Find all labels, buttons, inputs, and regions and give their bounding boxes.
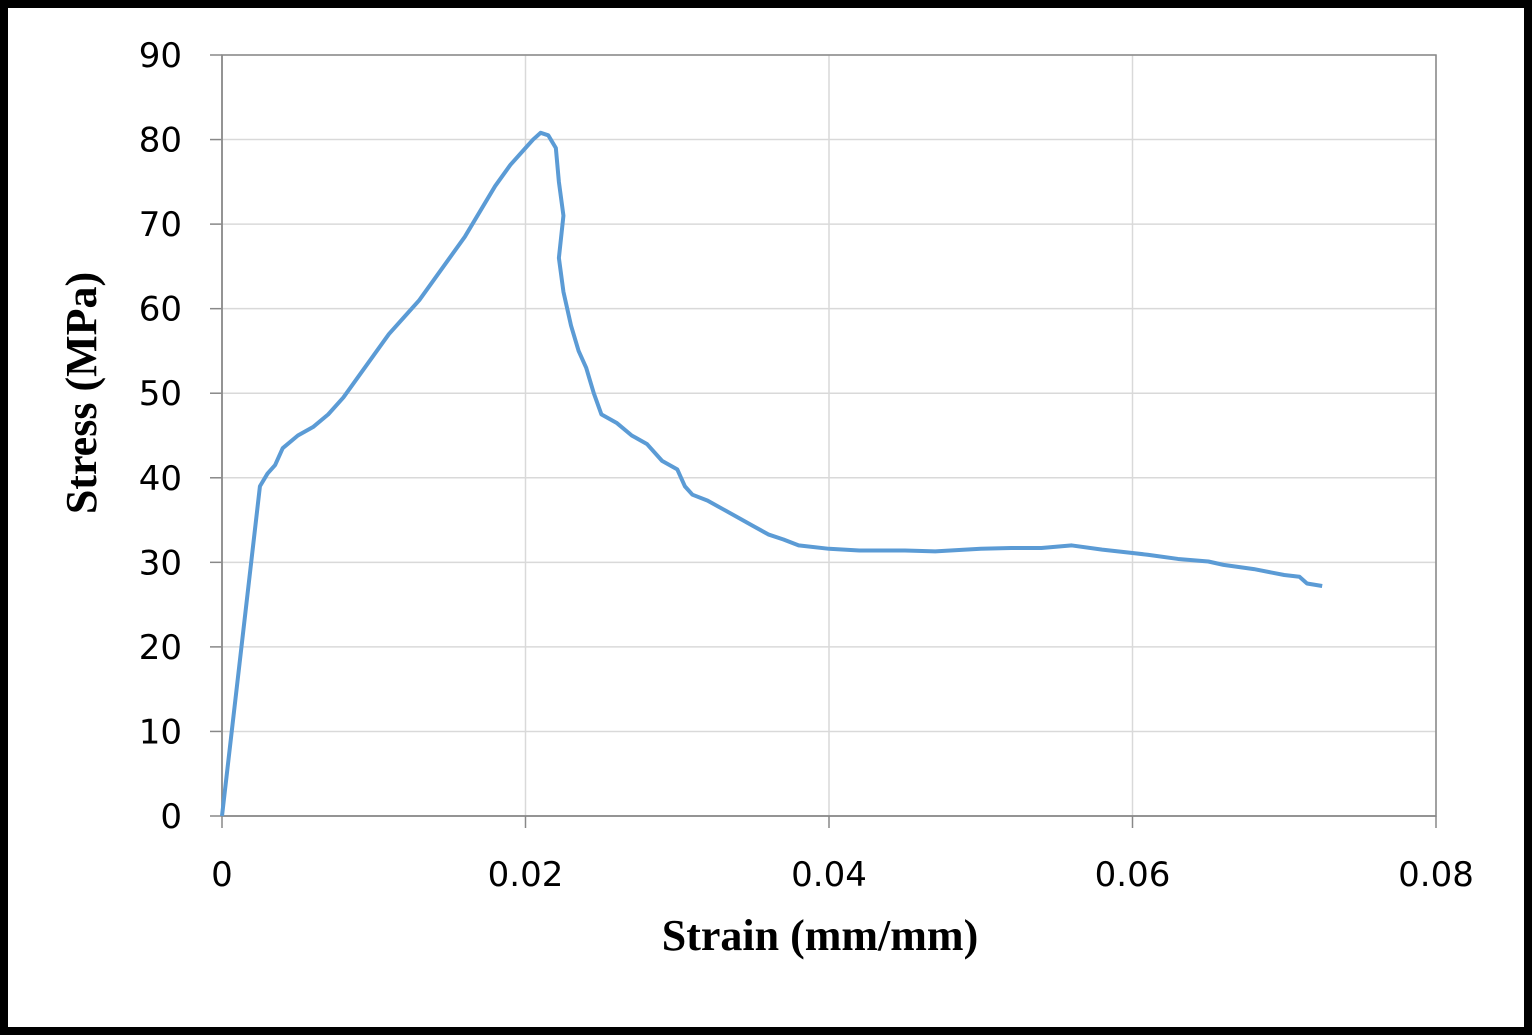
- y-tick-label: 80: [139, 121, 182, 161]
- x-tick-label: 0.06: [1095, 855, 1171, 895]
- plot-border: [221, 54, 1437, 817]
- x-tick-label: 0.08: [1398, 855, 1474, 895]
- x-tick-label: 0: [211, 855, 233, 895]
- y-tick-label: 40: [139, 459, 182, 499]
- y-tick-label: 90: [139, 36, 182, 76]
- y-tick-label: 20: [139, 628, 182, 668]
- y-tick-label: 0: [160, 797, 182, 837]
- y-tick-label: 50: [139, 374, 182, 414]
- series-line: [220, 130, 1323, 817]
- x-tick-label: 0.04: [791, 855, 867, 895]
- x-axis-title: Strain (mm/mm): [662, 911, 979, 960]
- y-tick-label: 60: [139, 290, 182, 330]
- y-tick-label: 10: [139, 712, 182, 752]
- y-tick-label: 30: [139, 543, 182, 583]
- y-axis-title: Stress (MPa): [57, 272, 106, 514]
- y-tick-label: 70: [139, 205, 182, 245]
- x-tick-label: 0.02: [488, 855, 564, 895]
